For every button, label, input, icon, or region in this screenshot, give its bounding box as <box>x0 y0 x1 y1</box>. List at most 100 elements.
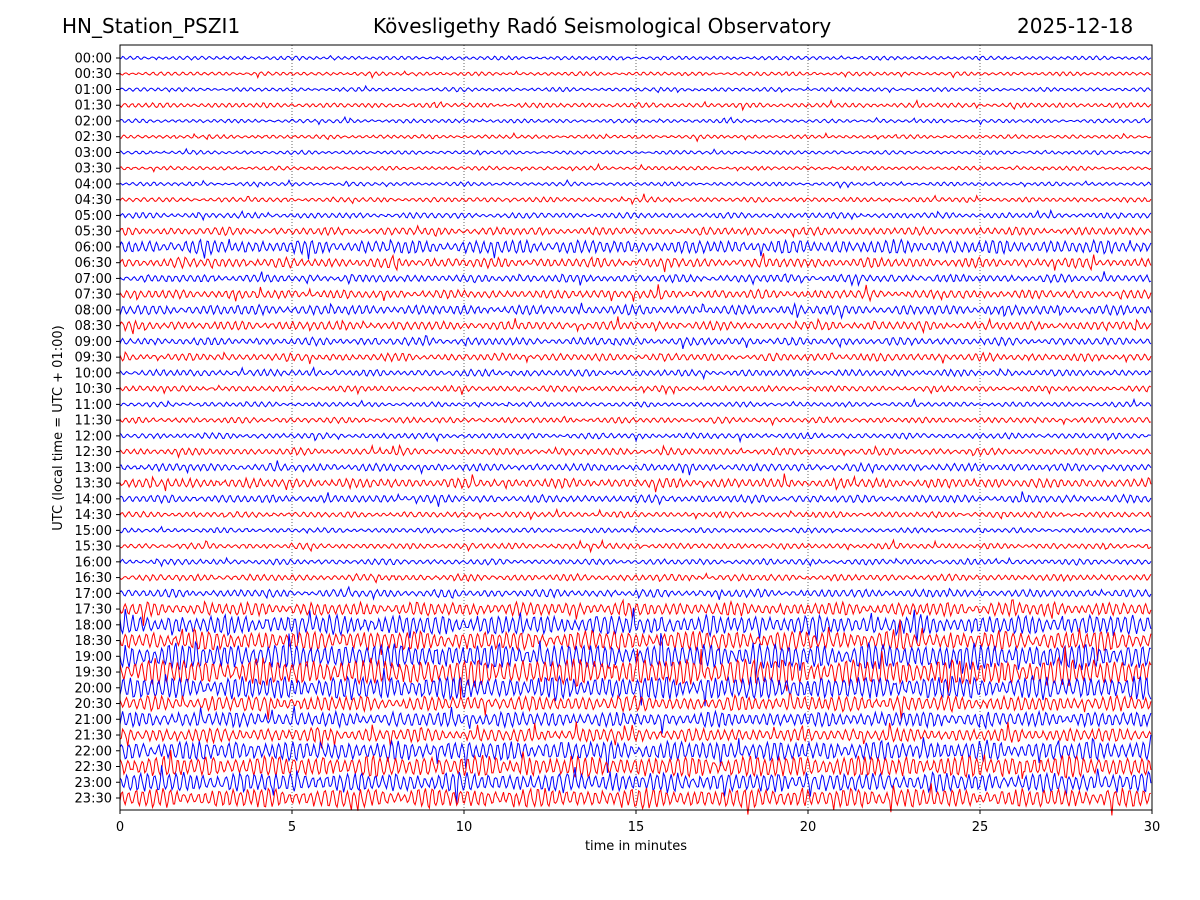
y-tick-label: 21:30 <box>75 729 112 744</box>
trace-0500 <box>119 208 1152 222</box>
y-tick-label: 18:30 <box>75 634 112 649</box>
y-tick-label: 02:00 <box>75 114 112 129</box>
y-tick-label: 06:00 <box>75 240 112 255</box>
trace-1200 <box>119 431 1151 444</box>
trace-2200 <box>119 734 1152 773</box>
y-tick-label: 22:00 <box>75 744 112 759</box>
trace-0330 <box>119 162 1152 173</box>
y-tick-label: 03:30 <box>75 162 112 177</box>
trace-1800 <box>119 607 1152 644</box>
y-tick-label: 19:30 <box>75 666 112 681</box>
trace-1300 <box>119 460 1152 476</box>
y-tick-label: 20:00 <box>75 681 112 696</box>
y-tick-label: 04:30 <box>75 193 112 208</box>
y-tick-label: 14:00 <box>75 492 112 507</box>
date-label: 2025-12-18 <box>1017 14 1134 38</box>
y-tick-label: 22:30 <box>75 760 112 775</box>
y-tick-label: 11:00 <box>75 398 112 413</box>
trace-1900 <box>119 632 1151 680</box>
x-tick-label: 20 <box>800 820 817 835</box>
chart-title: Kövesligethy Radó Seismological Observat… <box>373 14 832 38</box>
trace-2000 <box>119 667 1152 707</box>
y-tick-label: 17:00 <box>75 587 112 602</box>
y-tick-label: 14:30 <box>75 508 112 523</box>
y-tick-label: 13:30 <box>75 477 112 492</box>
trace-1930 <box>119 646 1152 698</box>
trace-1730 <box>119 598 1152 626</box>
x-tick-label: 25 <box>972 820 989 835</box>
y-tick-label: 05:30 <box>75 225 112 240</box>
y-tick-label: 02:30 <box>75 130 112 145</box>
trace-1530 <box>119 538 1152 554</box>
trace-0230 <box>119 132 1152 143</box>
x-tick-label: 30 <box>1144 820 1161 835</box>
trace-2130 <box>119 721 1152 749</box>
y-tick-label: 08:00 <box>75 303 112 318</box>
trace-0400 <box>119 178 1152 190</box>
trace-0700 <box>119 271 1152 288</box>
y-tick-label: 12:00 <box>75 429 112 444</box>
y-tick-label: 10:00 <box>75 366 112 381</box>
y-tick-label: 20:30 <box>75 697 112 712</box>
y-tick-label: 07:00 <box>75 272 112 287</box>
y-tick-label: 07:30 <box>75 288 112 303</box>
trace-1330 <box>119 473 1152 493</box>
y-tick-label: 23:00 <box>75 776 112 791</box>
y-tick-label: 01:30 <box>75 99 112 114</box>
y-tick-label: 06:30 <box>75 256 112 271</box>
trace-2300 <box>119 765 1152 804</box>
trace-0130 <box>119 98 1152 112</box>
trace-2230 <box>119 750 1152 779</box>
y-tick-label: 05:00 <box>75 209 112 224</box>
x-tick-label: 10 <box>456 820 473 835</box>
trace-0430 <box>119 193 1152 206</box>
y-tick-label: 03:00 <box>75 146 112 161</box>
trace-1400 <box>119 491 1152 507</box>
y-tick-label: 19:00 <box>75 650 112 665</box>
x-axis-label: time in minutes <box>585 839 687 854</box>
y-tick-label: 00:00 <box>75 52 112 67</box>
trace-0100 <box>119 84 1152 94</box>
y-tick-label: 16:00 <box>75 555 112 570</box>
trace-2100 <box>119 705 1152 734</box>
y-tick-label: 23:30 <box>75 792 112 807</box>
trace-1700 <box>119 585 1152 601</box>
trace-1600 <box>119 556 1152 568</box>
y-tick-label: 12:30 <box>75 445 112 460</box>
y-tick-label: 15:00 <box>75 524 112 539</box>
trace-0300 <box>119 147 1152 156</box>
trace-1230 <box>119 443 1152 459</box>
trace-2030 <box>119 693 1152 720</box>
trace-1100 <box>119 397 1152 408</box>
trace-1500 <box>119 525 1152 535</box>
trace-1000 <box>119 366 1152 381</box>
y-tick-label: 09:00 <box>75 335 112 350</box>
trace-0030 <box>119 70 1151 80</box>
y-tick-label: 10:30 <box>75 382 112 397</box>
y-tick-label: 18:00 <box>75 618 112 633</box>
y-tick-label: 00:30 <box>75 67 112 82</box>
y-tick-label: 21:00 <box>75 713 112 728</box>
y-tick-label: 09:30 <box>75 351 112 366</box>
x-tick-label: 0 <box>116 820 124 835</box>
trace-1030 <box>119 384 1152 396</box>
y-tick-label: 04:00 <box>75 177 112 192</box>
y-tick-label: 01:00 <box>75 83 112 98</box>
trace-1430 <box>119 507 1152 521</box>
trace-1630 <box>119 572 1152 584</box>
y-tick-label: 16:30 <box>75 571 112 586</box>
trace-0830 <box>119 316 1152 335</box>
y-tick-label: 11:30 <box>75 414 112 429</box>
trace-0930 <box>119 351 1152 365</box>
y-tick-label: 08:30 <box>75 319 112 334</box>
trace-1130 <box>119 415 1152 427</box>
x-tick-label: 15 <box>628 820 645 835</box>
trace-0000 <box>119 54 1152 62</box>
y-tick-label: 15:30 <box>75 540 112 555</box>
trace-0900 <box>119 335 1152 350</box>
trace-2330 <box>119 783 1152 816</box>
y-tick-label: 17:30 <box>75 603 112 618</box>
y-tick-label: 13:00 <box>75 461 112 476</box>
y-axis-label: UTC (local time = UTC + 01:00) <box>51 325 66 530</box>
